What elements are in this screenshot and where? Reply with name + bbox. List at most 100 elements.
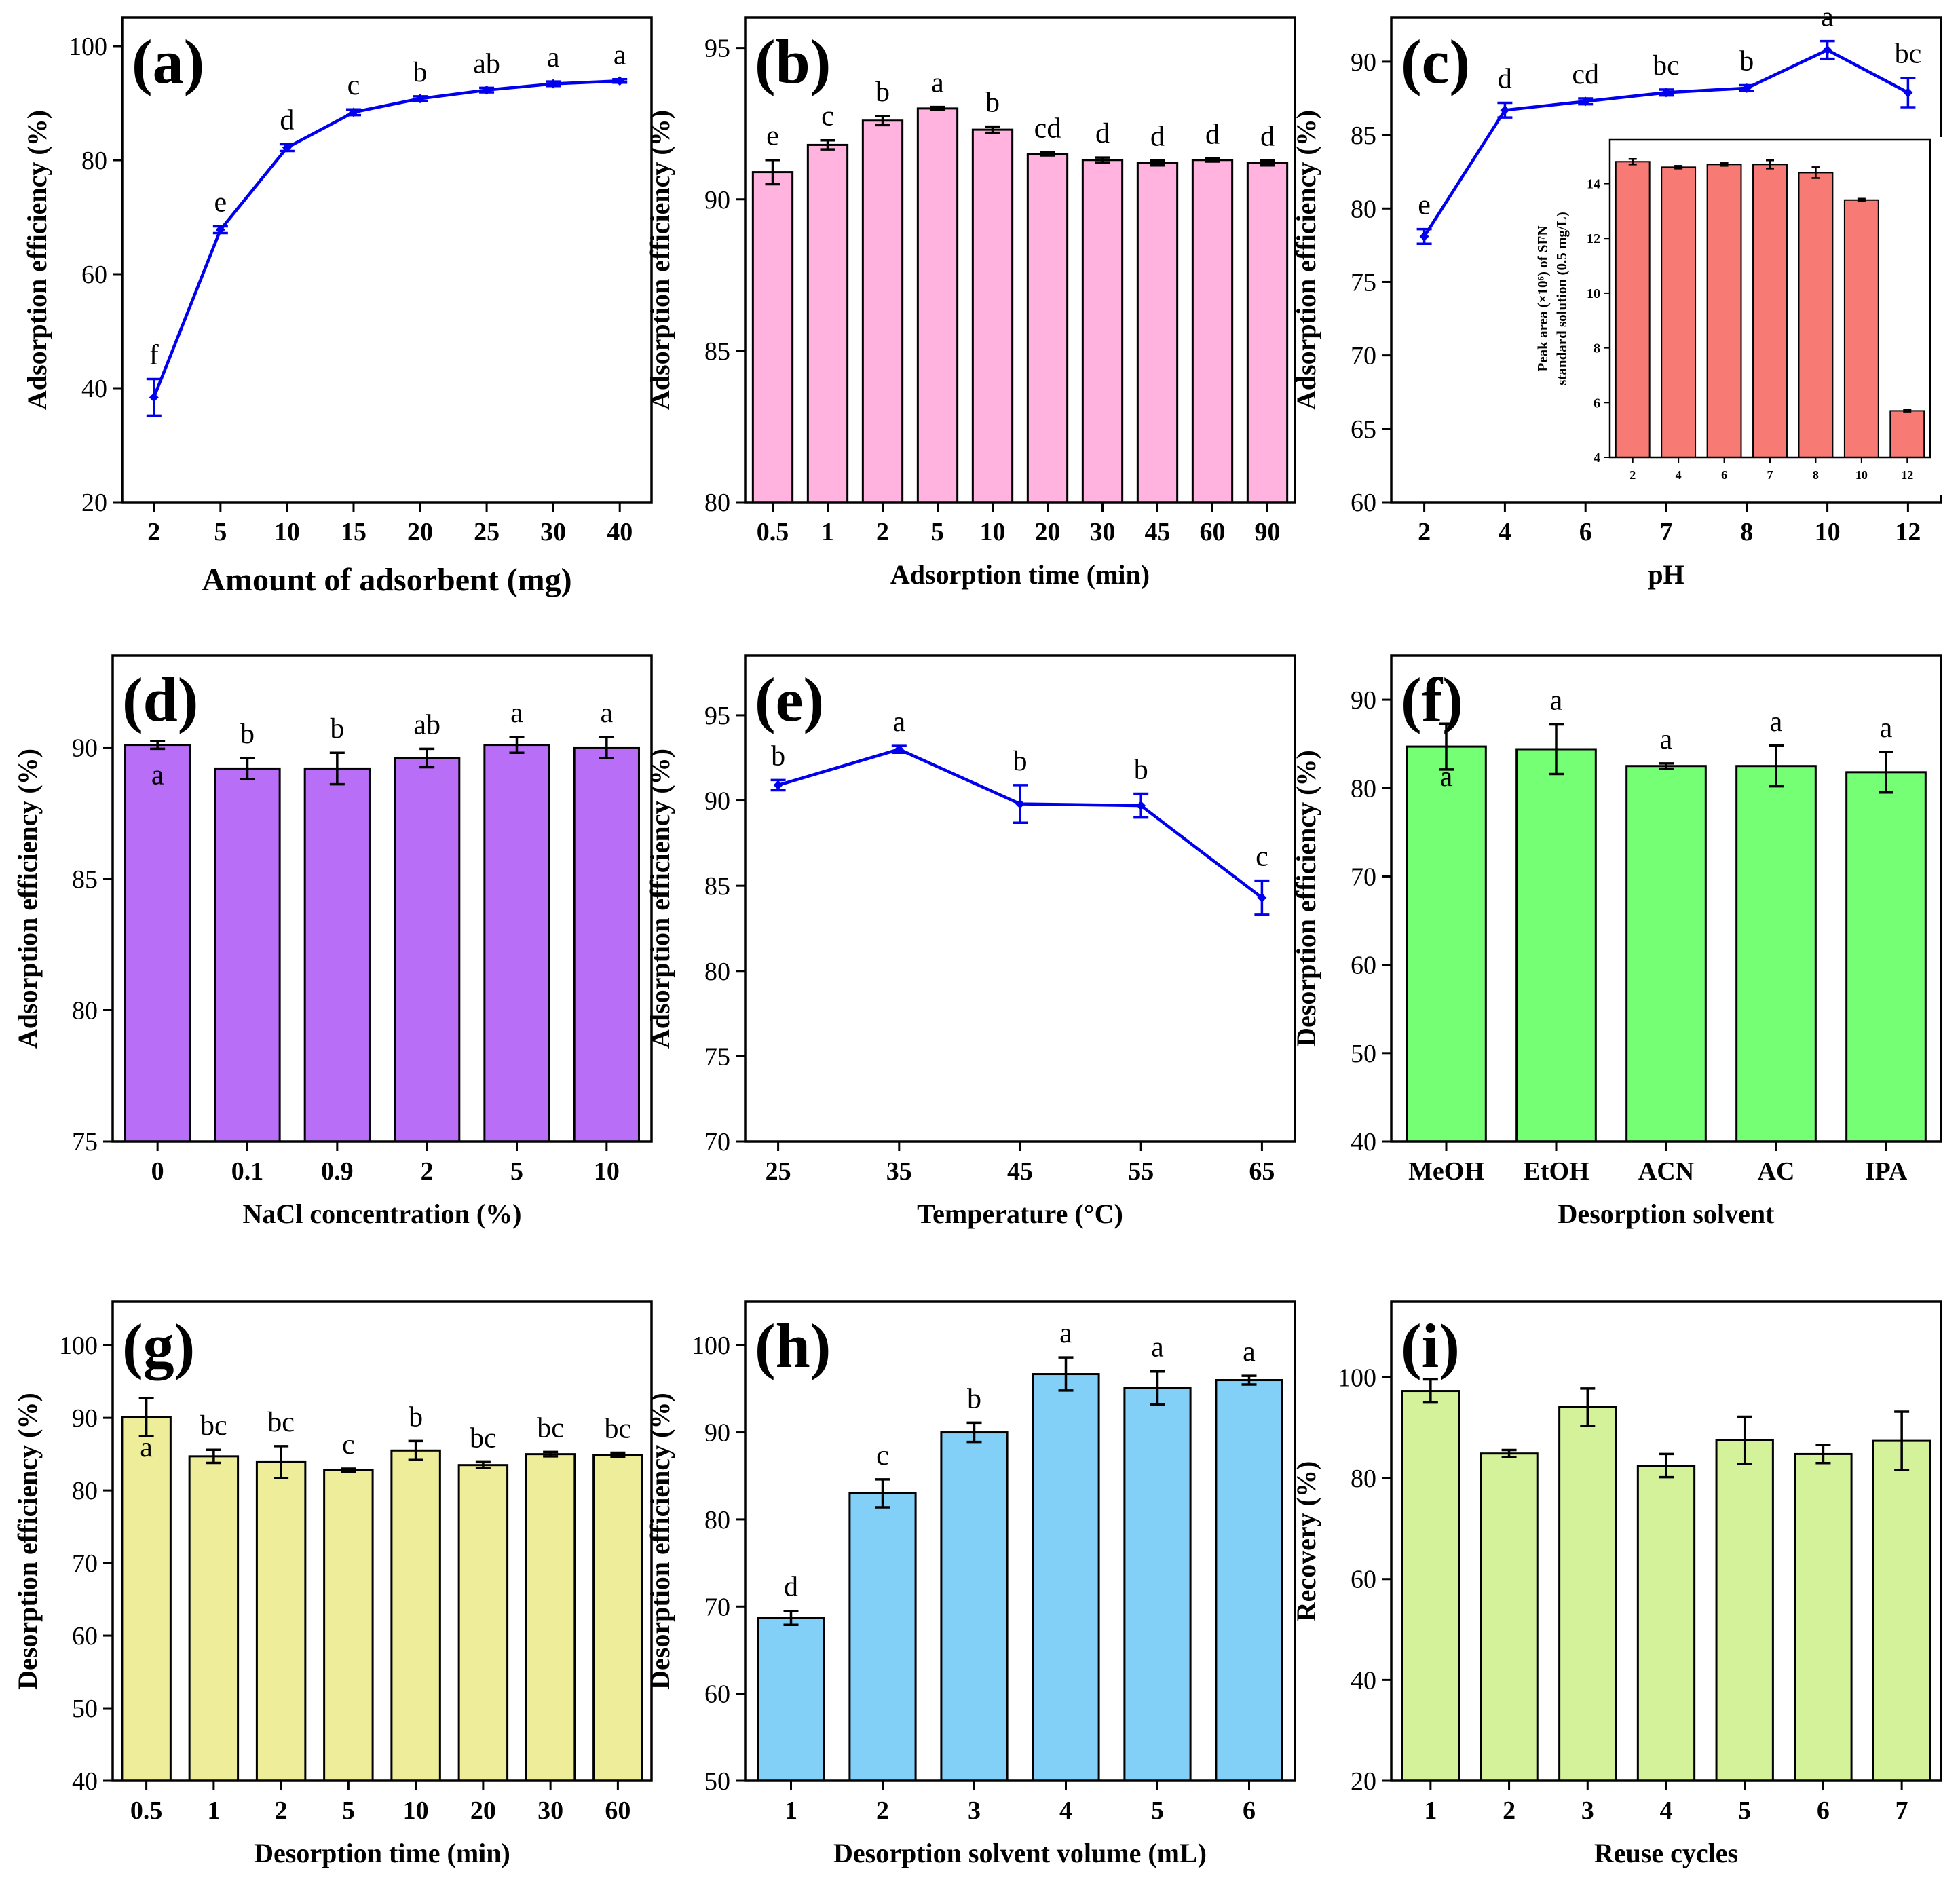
y-tick-label: 50	[704, 1767, 730, 1796]
bar-10	[971, 128, 1014, 504]
x-tick-label: 12	[1895, 518, 1921, 546]
x-axis-title: NaCl concentration (%)	[242, 1199, 521, 1229]
error-bar	[475, 1460, 491, 1469]
y-axis-title: Desorption efficiency (%)	[645, 1393, 675, 1690]
error-bar	[1150, 1370, 1165, 1406]
x-tick-label: 20	[407, 518, 433, 546]
x-tick-label: 0.9	[321, 1157, 354, 1186]
y-tick-label: 80	[1351, 195, 1376, 223]
plot-frame	[744, 654, 1296, 1143]
error-bar	[1659, 1452, 1674, 1479]
error-bar	[479, 86, 495, 94]
bar-3	[940, 1431, 1009, 1782]
y-tick-label: 90	[1351, 48, 1376, 77]
error-bar	[279, 143, 295, 153]
panel-h: 50 60 70 80 90 100 d c b a a a 1 2 3 4 5 6 Desorption solv…	[645, 1300, 1296, 1868]
y-axis-title: Adsorption efficiency (%)	[12, 749, 43, 1049]
error-bar	[212, 225, 228, 235]
error-bar	[341, 1467, 356, 1473]
x-tick-label: 1	[207, 1796, 220, 1825]
inset-y-title-line2: standard solution (0.5 mg/L)	[1553, 212, 1570, 385]
significance-letter: d	[1205, 119, 1220, 151]
bar-3	[1558, 1406, 1617, 1782]
panel-label: (a)	[132, 27, 204, 96]
bar-90	[1246, 162, 1289, 504]
y-tick-label: 90	[704, 1419, 730, 1448]
error-bar	[206, 1448, 221, 1465]
inset-y-tick-label: 6	[1594, 396, 1600, 411]
inset-y-tick-label: 10	[1587, 286, 1600, 301]
error-bar	[985, 125, 1000, 134]
significance-letter: a	[1151, 1332, 1164, 1363]
x-tick-label: 10	[594, 1157, 620, 1186]
error-bar	[610, 1451, 626, 1458]
error-bar	[509, 736, 525, 754]
error-bar	[765, 158, 780, 186]
bar-5	[1123, 1387, 1192, 1782]
error-bar	[1133, 792, 1149, 819]
inset-x-tick-label: 4	[1676, 468, 1682, 482]
error-bar	[1578, 97, 1594, 106]
y-tick-label: 60	[81, 261, 107, 289]
x-axis-title: Desorption time (min)	[254, 1838, 510, 1868]
significance-letter: a	[151, 760, 164, 791]
bar-5	[916, 107, 959, 504]
error-bar	[599, 736, 614, 759]
x-tick-label: EtOH	[1523, 1157, 1589, 1186]
x-tick-label: 10	[403, 1796, 429, 1825]
error-bar	[1013, 784, 1028, 824]
y-axis-title: Adsorption efficiency (%)	[645, 110, 675, 410]
bar-1	[1401, 1390, 1460, 1782]
x-tick-label: AC	[1758, 1157, 1795, 1186]
significance-letter: cd	[1572, 59, 1599, 90]
error-bar	[1254, 879, 1270, 916]
x-tick-label: 5	[214, 518, 227, 546]
x-axis-title: Reuse cycles	[1594, 1838, 1738, 1868]
significance-letter: a	[547, 42, 560, 73]
error-bar	[1150, 159, 1165, 167]
x-tick-label: 2	[876, 518, 889, 546]
bar-2	[848, 1492, 917, 1782]
y-tick-label: 70	[704, 1128, 730, 1156]
x-tick-label: 10	[980, 518, 1006, 546]
x-tick-label: 60	[605, 1796, 630, 1825]
y-tick-label: 80	[704, 489, 730, 517]
significance-letter: bc	[267, 1407, 295, 1438]
bar-0.5	[121, 1416, 172, 1782]
bar-2	[1480, 1452, 1539, 1782]
error-bar	[546, 80, 561, 88]
y-tick-label: 40	[1351, 1128, 1376, 1156]
y-tick-label: 80	[704, 958, 730, 986]
plot-frame	[121, 16, 653, 504]
panel-label: (d)	[122, 665, 198, 734]
error-bar	[240, 757, 255, 780]
x-tick-label: 0	[151, 1157, 164, 1186]
bar-IPA	[1845, 771, 1927, 1143]
error-bar	[413, 95, 428, 102]
x-tick-label: 2	[876, 1796, 889, 1825]
error-bar	[1241, 1374, 1257, 1386]
x-tick-label: 10	[274, 518, 300, 546]
y-tick-label: 40	[1351, 1666, 1376, 1695]
inset-chart: 2 4 6 7 8 10 12 4 6 8 10 12 14 Peak area (×10⁶) of SF…	[1494, 137, 1944, 495]
x-tick-label: 10	[1815, 518, 1841, 546]
bar-EtOH	[1515, 748, 1597, 1143]
x-tick-label: 0.1	[231, 1157, 264, 1186]
plot-frame	[111, 654, 653, 1143]
y-tick-label: 90	[72, 1404, 98, 1433]
significance-letter: b	[771, 740, 785, 772]
significance-letter: c	[347, 70, 360, 101]
error-bar	[770, 778, 786, 792]
error-bar	[1769, 744, 1784, 788]
y-axis-title: Adsorption efficiency (%)	[22, 110, 52, 410]
significance-letter: a	[1660, 724, 1673, 755]
x-tick-label: 3	[1581, 1796, 1594, 1825]
error-bar	[612, 77, 628, 84]
significance-letter: c	[1256, 842, 1268, 873]
significance-letter: a	[1059, 1318, 1072, 1349]
x-axis-title: pH	[1648, 559, 1684, 590]
significance-letter: bc	[200, 1410, 227, 1441]
x-tick-label: 3	[968, 1796, 981, 1825]
y-tick-label: 80	[1351, 774, 1376, 803]
